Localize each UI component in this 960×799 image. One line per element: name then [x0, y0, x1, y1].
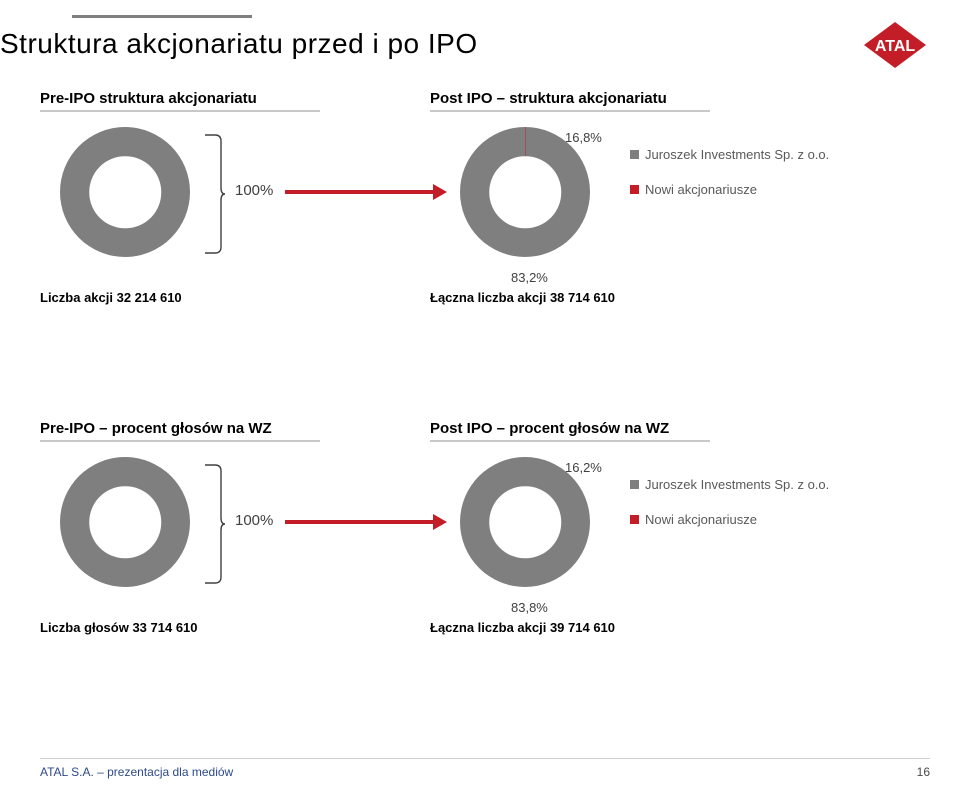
legend-label: Nowi akcjonariusze [645, 512, 757, 527]
legend-label: Juroszek Investments Sp. z o.o. [645, 147, 829, 162]
legend-label: Nowi akcjonariusze [645, 182, 757, 197]
svg-text:ATAL: ATAL [875, 38, 916, 55]
header-pre-ipo-shares: Pre-IPO struktura akcjonariatu [40, 90, 320, 112]
legend-swatch [630, 185, 639, 194]
arrow-icon [285, 189, 445, 195]
donut-pre-ipo-shares [60, 127, 190, 257]
legend-votes: Juroszek Investments Sp. z o.o. Nowi akcj… [630, 477, 829, 547]
title-accent-bar [72, 10, 252, 18]
slice-label: 16,8% [565, 130, 602, 145]
header-pre-ipo-votes: Pre-IPO – procent głosów na WZ [40, 420, 320, 442]
slice-label: 83,2% [511, 270, 548, 285]
page-title: Struktura akcjonariatu przed i po IPO [0, 28, 478, 60]
label-100pct-shares: 100% [235, 182, 273, 199]
bracket-icon [205, 135, 223, 253]
caption-pre-votes: Liczba głosów 33 714 610 [40, 620, 198, 635]
footer: ATAL S.A. – prezentacja dla mediów 16 [40, 758, 930, 779]
legend-shares: Juroszek Investments Sp. z o.o. Nowi akcj… [630, 147, 829, 217]
section-votes: Pre-IPO – procent głosów na WZ Post IPO … [40, 420, 930, 640]
legend-item: Nowi akcjonariusze [630, 512, 829, 527]
bracket-icon [205, 465, 223, 583]
caption-post-shares: Łączna liczba akcji 38 714 610 [430, 290, 615, 305]
slice-label: 16,2% [565, 460, 602, 475]
legend-item: Juroszek Investments Sp. z o.o. [630, 477, 829, 492]
atal-logo: ATAL [860, 20, 930, 70]
legend-item: Juroszek Investments Sp. z o.o. [630, 147, 829, 162]
page-number: 16 [917, 765, 930, 779]
legend-swatch [630, 480, 639, 489]
donut-post-ipo-votes: 16,2%83,8% [460, 457, 590, 587]
legend-swatch [630, 515, 639, 524]
legend-label: Juroszek Investments Sp. z o.o. [645, 477, 829, 492]
donut-post-ipo-shares: 16,8%83,2% [460, 127, 590, 257]
donut-pre-ipo-votes [60, 457, 190, 587]
arrow-icon [285, 519, 445, 525]
caption-pre-shares: Liczba akcji 32 214 610 [40, 290, 182, 305]
header-post-ipo-shares: Post IPO – struktura akcjonariatu [430, 90, 710, 112]
footer-text: ATAL S.A. – prezentacja dla mediów [40, 765, 233, 779]
legend-item: Nowi akcjonariusze [630, 182, 829, 197]
section-shares: Pre-IPO struktura akcjonariatu Post IPO … [40, 90, 930, 310]
legend-swatch [630, 150, 639, 159]
label-100pct-votes: 100% [235, 512, 273, 529]
slice-label: 83,8% [511, 600, 548, 615]
caption-post-votes: Łączna liczba akcji 39 714 610 [430, 620, 615, 635]
header-post-ipo-votes: Post IPO – procent głosów na WZ [430, 420, 710, 442]
